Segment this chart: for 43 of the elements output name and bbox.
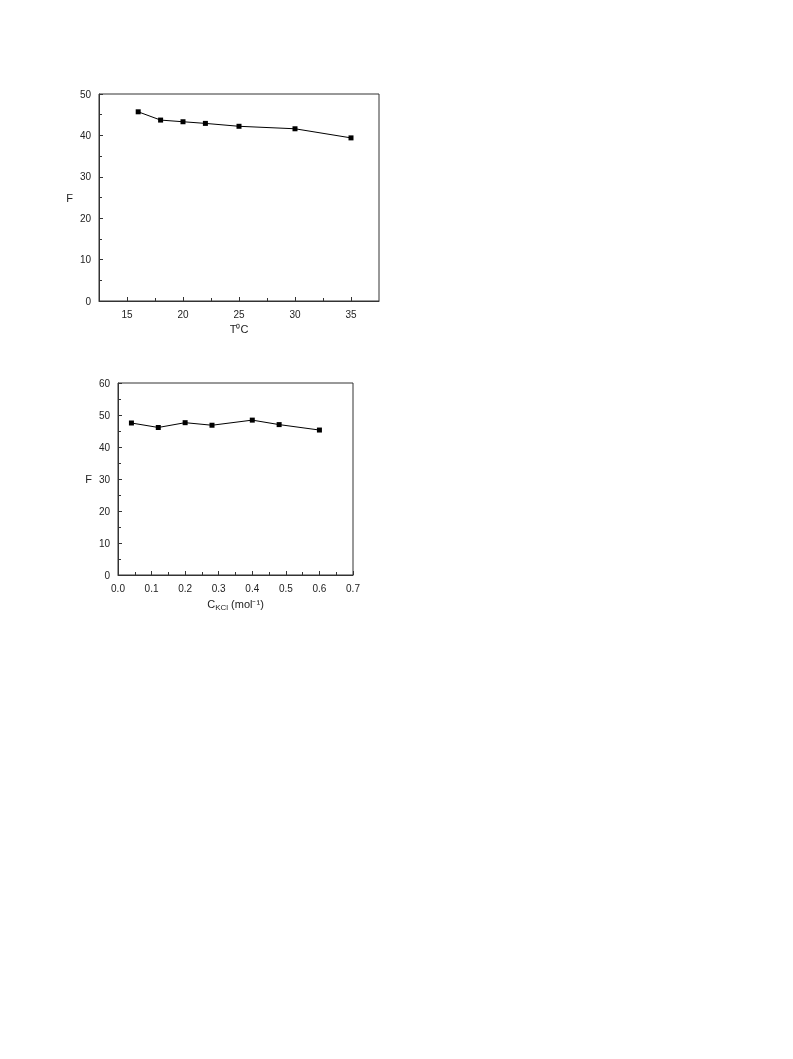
y-tick-label: 60 bbox=[98, 377, 111, 389]
y-tick-label: 30 bbox=[98, 473, 111, 485]
x-tick-label: 0.7 bbox=[346, 582, 361, 594]
y-tick-label: 20 bbox=[79, 212, 92, 224]
point bbox=[276, 422, 282, 428]
x-tick-label: 0.2 bbox=[178, 582, 193, 594]
y-axis-title: F bbox=[85, 473, 93, 485]
point bbox=[292, 126, 298, 132]
x-tick-label: 20 bbox=[177, 308, 189, 320]
x-tick-label: 25 bbox=[233, 308, 245, 320]
x-tick-label: 0.5 bbox=[278, 582, 294, 594]
point bbox=[180, 119, 186, 125]
y-tick-label: 50 bbox=[79, 88, 92, 100]
x-axis-title: T⁰C bbox=[229, 323, 249, 336]
point bbox=[236, 123, 242, 129]
point bbox=[316, 427, 322, 433]
y-tick-label: 0 bbox=[104, 569, 111, 581]
point bbox=[182, 420, 188, 426]
y-tick-label: 20 bbox=[98, 505, 111, 517]
x-tick-label: 0.4 bbox=[245, 582, 260, 594]
point bbox=[128, 420, 134, 426]
point bbox=[135, 109, 141, 115]
y-tick-label: 10 bbox=[98, 537, 111, 549]
point bbox=[202, 120, 208, 126]
x-tick-label: 0.3 bbox=[211, 582, 227, 594]
x-tick-label: 0.0 bbox=[111, 582, 126, 594]
y-tick-label: 50 bbox=[98, 409, 111, 421]
point bbox=[348, 135, 354, 141]
x-tick-label: 15 bbox=[121, 308, 133, 320]
y-tick-label: 40 bbox=[98, 441, 111, 453]
y-axis-title: F bbox=[66, 191, 74, 204]
point bbox=[158, 117, 164, 123]
y-tick-label: 40 bbox=[79, 129, 92, 141]
y-tick-label: 30 bbox=[79, 171, 92, 183]
point bbox=[209, 422, 215, 428]
x-tick-label: 0.1 bbox=[144, 582, 159, 594]
point bbox=[249, 417, 255, 423]
x-tick-label: 0.6 bbox=[312, 582, 327, 594]
y-tick-label: 0 bbox=[85, 295, 92, 307]
x-tick-label: 35 bbox=[345, 308, 357, 320]
point bbox=[155, 424, 161, 430]
x-tick-label: 30 bbox=[289, 308, 301, 320]
y-tick-label: 10 bbox=[79, 254, 92, 266]
